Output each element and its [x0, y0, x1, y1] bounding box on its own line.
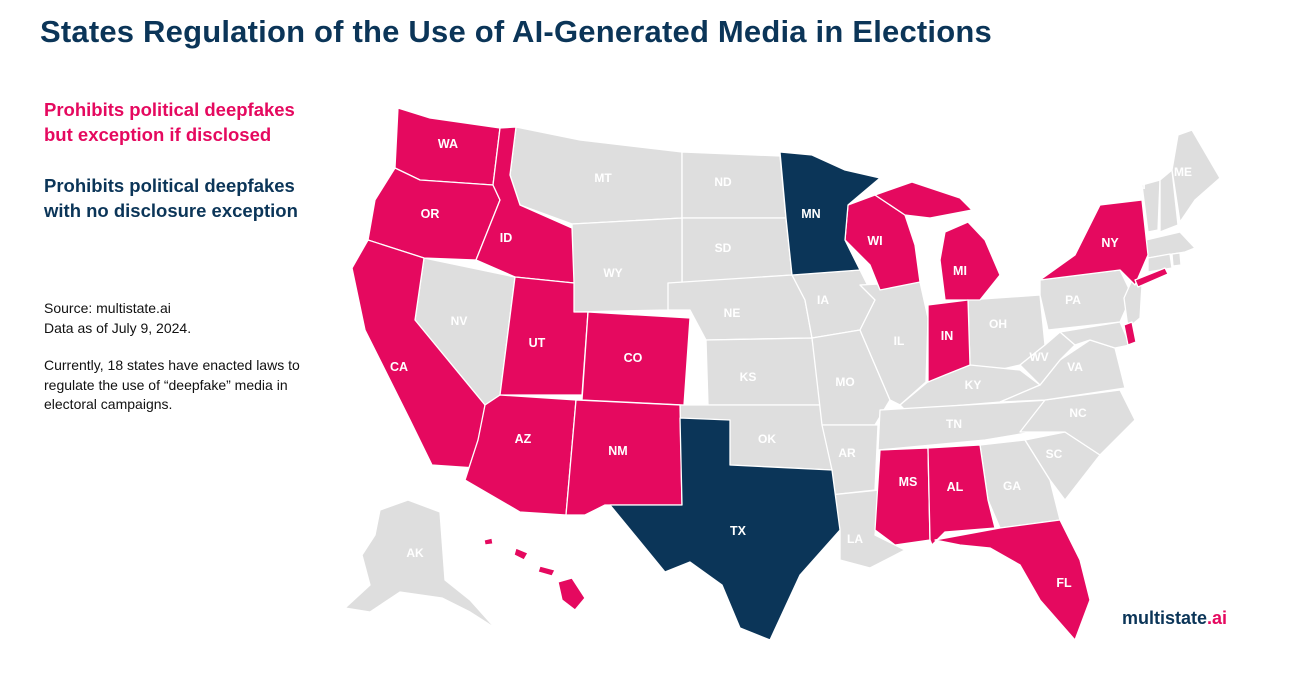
- label-pa: PA: [1065, 293, 1081, 307]
- label-nc: NC: [1069, 406, 1087, 420]
- legend-disclosure-exception: Prohibits political deepfakes but except…: [44, 97, 354, 147]
- label-mi: MI: [953, 264, 967, 278]
- label-me: ME: [1174, 165, 1192, 179]
- state-nm: [565, 399, 683, 516]
- state-wy: [571, 217, 683, 313]
- label-fl: FL: [1056, 576, 1072, 590]
- state-vt: [1141, 179, 1161, 233]
- state-sd: [681, 217, 793, 284]
- brand-name: multistate: [1122, 608, 1208, 628]
- state-mi: [939, 221, 1001, 301]
- state-fl: [934, 519, 1091, 641]
- data-date-text: Data as of July 9, 2024.: [44, 319, 192, 336]
- states-shapes: [344, 107, 1221, 641]
- label-mt: MT: [594, 171, 612, 185]
- state-ct: [1147, 253, 1173, 273]
- label-ia: IA: [817, 293, 829, 307]
- label-nj: NJ: [1144, 295, 1159, 309]
- state-ks: [705, 337, 823, 406]
- label-co: CO: [624, 351, 643, 365]
- legend-no-exception: Prohibits political deepfakes with no di…: [44, 173, 354, 223]
- state-md: [1059, 321, 1131, 349]
- label-mn: MN: [801, 207, 820, 221]
- state-co: [581, 311, 691, 406]
- label-ar: AR: [838, 446, 856, 460]
- brand-suffix: .ai: [1207, 608, 1228, 628]
- label-mo: MO: [835, 375, 854, 389]
- label-ct: CT: [1169, 272, 1186, 286]
- label-ne: NE: [724, 306, 741, 320]
- label-id: ID: [500, 231, 513, 245]
- label-ks: KS: [740, 370, 757, 384]
- label-hi: HI: [537, 592, 550, 606]
- label-ga: GA: [1003, 479, 1021, 493]
- label-in: IN: [941, 329, 954, 343]
- label-nh: NH: [1181, 224, 1198, 238]
- label-ma: MA: [1201, 247, 1220, 261]
- brand-logo[interactable]: multistate.ai: [1122, 608, 1227, 629]
- label-nm: NM: [608, 444, 627, 458]
- state-mn: [779, 151, 881, 276]
- legend-no-exception-line1: Prohibits political deepfakes: [44, 175, 295, 196]
- state-ny: [1039, 199, 1149, 286]
- label-ny: NY: [1101, 236, 1119, 250]
- state-ri: [1171, 252, 1182, 267]
- state-mi-upper: [874, 181, 973, 219]
- label-wa: WA: [438, 137, 458, 151]
- label-sd: SD: [715, 241, 732, 255]
- label-ri: RI: [1191, 261, 1203, 275]
- label-tn: TN: [946, 417, 962, 431]
- label-wi: WI: [867, 234, 882, 248]
- state-nh: [1159, 169, 1179, 233]
- state-me: [1171, 129, 1221, 223]
- legend-disclosure-line2: but exception if disclosed: [44, 124, 272, 145]
- state-ms: [874, 447, 931, 546]
- state-labels: WA OR ID CA UT CO AZ NM HI MN TX WI MI I…: [390, 137, 1220, 606]
- label-ms: MS: [899, 475, 918, 489]
- label-vt: VT: [1132, 178, 1148, 192]
- label-de: DE: [1138, 327, 1155, 341]
- state-al: [927, 444, 996, 546]
- state-tx: [609, 417, 841, 641]
- state-ak: [344, 499, 496, 629]
- source-text: Source: multistate.ai: [44, 300, 171, 316]
- state-hi: [483, 537, 586, 611]
- state-pa: [1039, 269, 1133, 331]
- legend-no-exception-line2: with no disclosure exception: [44, 200, 298, 221]
- summary-note: Currently, 18 states have enacted laws t…: [44, 357, 300, 412]
- page-title: States Regulation of the Use of AI-Gener…: [40, 14, 992, 49]
- label-az: AZ: [515, 432, 532, 446]
- label-wv: WV: [1029, 350, 1048, 364]
- label-nd: ND: [714, 175, 732, 189]
- state-ca: [351, 239, 486, 469]
- legend-disclosure-line1: Prohibits political deepfakes: [44, 99, 295, 120]
- state-nd: [681, 151, 787, 219]
- label-ut: UT: [529, 336, 546, 350]
- label-md: MD: [1137, 347, 1156, 361]
- state-de: [1123, 321, 1137, 346]
- label-ky: KY: [965, 378, 982, 392]
- label-al: AL: [947, 480, 964, 494]
- label-ok: OK: [758, 432, 776, 446]
- label-oh: OH: [989, 317, 1007, 331]
- label-tx: TX: [730, 524, 747, 538]
- label-la: LA: [847, 532, 863, 546]
- label-wy: WY: [603, 266, 622, 280]
- state-ny-long-island: [1134, 267, 1169, 288]
- state-sc: [1024, 431, 1101, 501]
- label-or: OR: [421, 207, 440, 221]
- label-nv: NV: [451, 314, 468, 328]
- label-sc: SC: [1046, 447, 1063, 461]
- label-ak: AK: [406, 546, 424, 560]
- label-va: VA: [1067, 360, 1083, 374]
- label-il: IL: [894, 334, 905, 348]
- state-in: [927, 299, 971, 383]
- label-ca: CA: [390, 360, 408, 374]
- source-note: Source: multistate.ai Data as of July 9,…: [44, 299, 314, 338]
